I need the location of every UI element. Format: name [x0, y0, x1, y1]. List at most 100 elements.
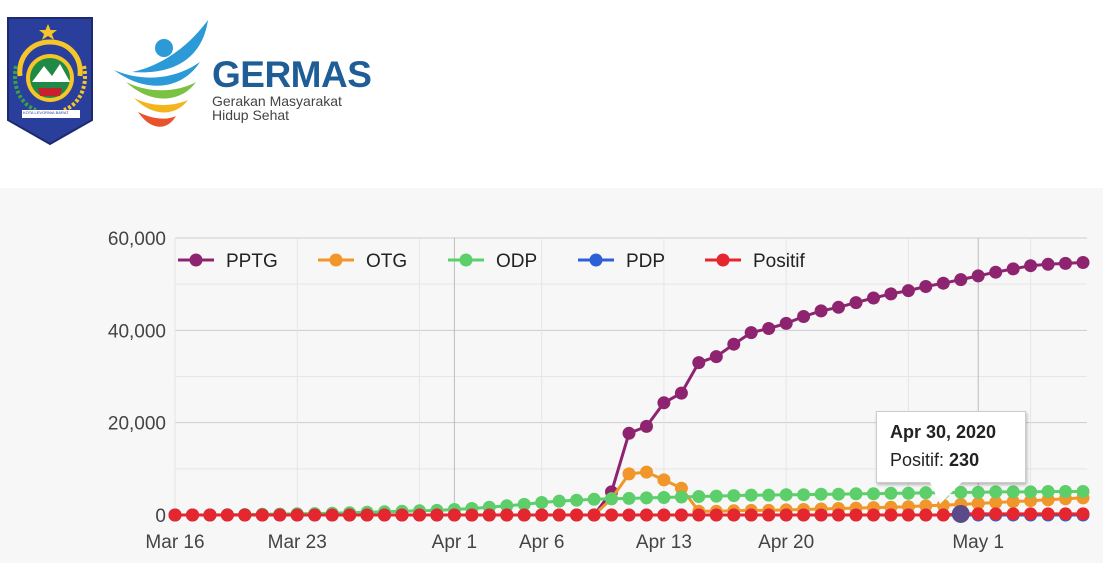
data-point: [1024, 259, 1038, 273]
data-point: [1006, 262, 1020, 276]
data-point: [901, 284, 915, 298]
regional-emblem-logo: [7, 17, 93, 146]
data-point: [954, 273, 968, 287]
data-point: [814, 304, 828, 318]
data-point: [814, 508, 828, 522]
data-point: [849, 487, 863, 501]
emblem-caption: KOTA LEVORNIA BARAT: [23, 110, 69, 115]
data-point: [797, 488, 811, 502]
legend-item-pptg: PPTG: [178, 251, 278, 272]
data-point: [290, 508, 304, 522]
data-point: [657, 396, 671, 410]
legend-label: PDP: [626, 251, 665, 272]
data-point: [255, 508, 269, 522]
data-point: [971, 497, 985, 510]
data-point: [552, 508, 566, 522]
y-tick-label: 40,000: [108, 321, 166, 342]
data-point: [622, 426, 636, 440]
y-axis: 0 20,000 40,000 60,000: [108, 229, 166, 527]
data-point: [779, 488, 793, 502]
data-point: [989, 507, 1003, 521]
data-point: [1041, 485, 1055, 498]
data-point: [605, 492, 618, 506]
legend-swatch-dot: [459, 253, 473, 267]
tooltip-date: Apr 30, 2020: [890, 422, 997, 442]
legend-item-pdp: PDP: [578, 251, 665, 272]
data-point: [1006, 507, 1020, 521]
data-point: [640, 419, 653, 433]
data-point: [674, 508, 688, 522]
data-point: [989, 485, 1003, 499]
data-point: [727, 508, 741, 522]
data-point: [482, 508, 496, 522]
legend-swatch-dot: [589, 253, 603, 267]
data-point: [378, 508, 391, 522]
x-tick-label: Apr 1: [432, 532, 477, 553]
germas-subtitle-line1: Gerakan Masyarakat: [212, 93, 342, 109]
data-point: [832, 487, 845, 501]
data-point: [622, 508, 636, 522]
data-point: [692, 356, 706, 370]
data-point: [1006, 485, 1020, 499]
data-point: [640, 508, 653, 522]
data-point: [919, 486, 933, 500]
germas-subtitle-line2: Hidup Sehat: [212, 107, 290, 123]
legend-label: ODP: [496, 251, 537, 272]
data-point: [640, 491, 653, 505]
legend-swatch-dot: [189, 253, 203, 267]
chart-legend: PPTG OTG ODP PDP Positif: [178, 251, 805, 272]
data-point: [779, 508, 793, 522]
data-point: [709, 508, 723, 522]
data-point: [971, 269, 985, 283]
hovered-data-point: [951, 504, 970, 523]
data-point: [1076, 507, 1090, 521]
data-point: [762, 488, 776, 502]
data-point: [203, 508, 217, 522]
data-point: [919, 280, 933, 293]
data-point: [238, 508, 252, 522]
data-point: [797, 310, 811, 323]
data-point: [779, 316, 793, 330]
legend-label: PPTG: [226, 251, 278, 272]
data-point: [220, 508, 234, 522]
data-point: [744, 326, 758, 340]
data-point: [762, 508, 776, 522]
x-tick-label: Mar 23: [268, 532, 327, 553]
legend-swatch-dot: [329, 253, 343, 267]
legend-item-otg: OTG: [318, 251, 407, 272]
data-point: [186, 508, 199, 522]
data-point: [657, 508, 671, 522]
data-point: [674, 490, 688, 504]
data-point: [849, 508, 863, 522]
data-point: [936, 508, 950, 522]
data-point: [936, 276, 950, 290]
germas-logo-icon: [114, 20, 208, 127]
data-point: [814, 487, 828, 501]
data-point: [465, 508, 479, 522]
germas-title: GERMAS: [212, 54, 372, 95]
data-point: [308, 508, 322, 522]
data-point: [1024, 485, 1038, 499]
data-point: [343, 508, 357, 522]
data-point: [901, 508, 915, 522]
legend-item-odp: ODP: [448, 251, 537, 272]
tooltip-colon: :: [939, 450, 950, 470]
data-point: [692, 490, 706, 503]
tooltip-tail: [930, 482, 962, 504]
legend-item-positif: Positif: [705, 251, 805, 272]
data-point: [587, 492, 601, 506]
data-point: [500, 508, 514, 522]
data-point: [657, 491, 671, 504]
data-point: [867, 487, 880, 501]
data-point: [884, 508, 898, 522]
data-point: [884, 287, 898, 301]
data-point: [727, 337, 741, 351]
data-point: [989, 496, 1003, 509]
header: KOTA LEVORNIA BARAT GERMAS Gerakan Masya…: [0, 0, 1103, 188]
data-point: [832, 508, 845, 522]
series-positif: [168, 507, 1090, 522]
data-point: [797, 508, 811, 522]
data-point: [709, 489, 723, 503]
data-point: [1024, 507, 1038, 521]
